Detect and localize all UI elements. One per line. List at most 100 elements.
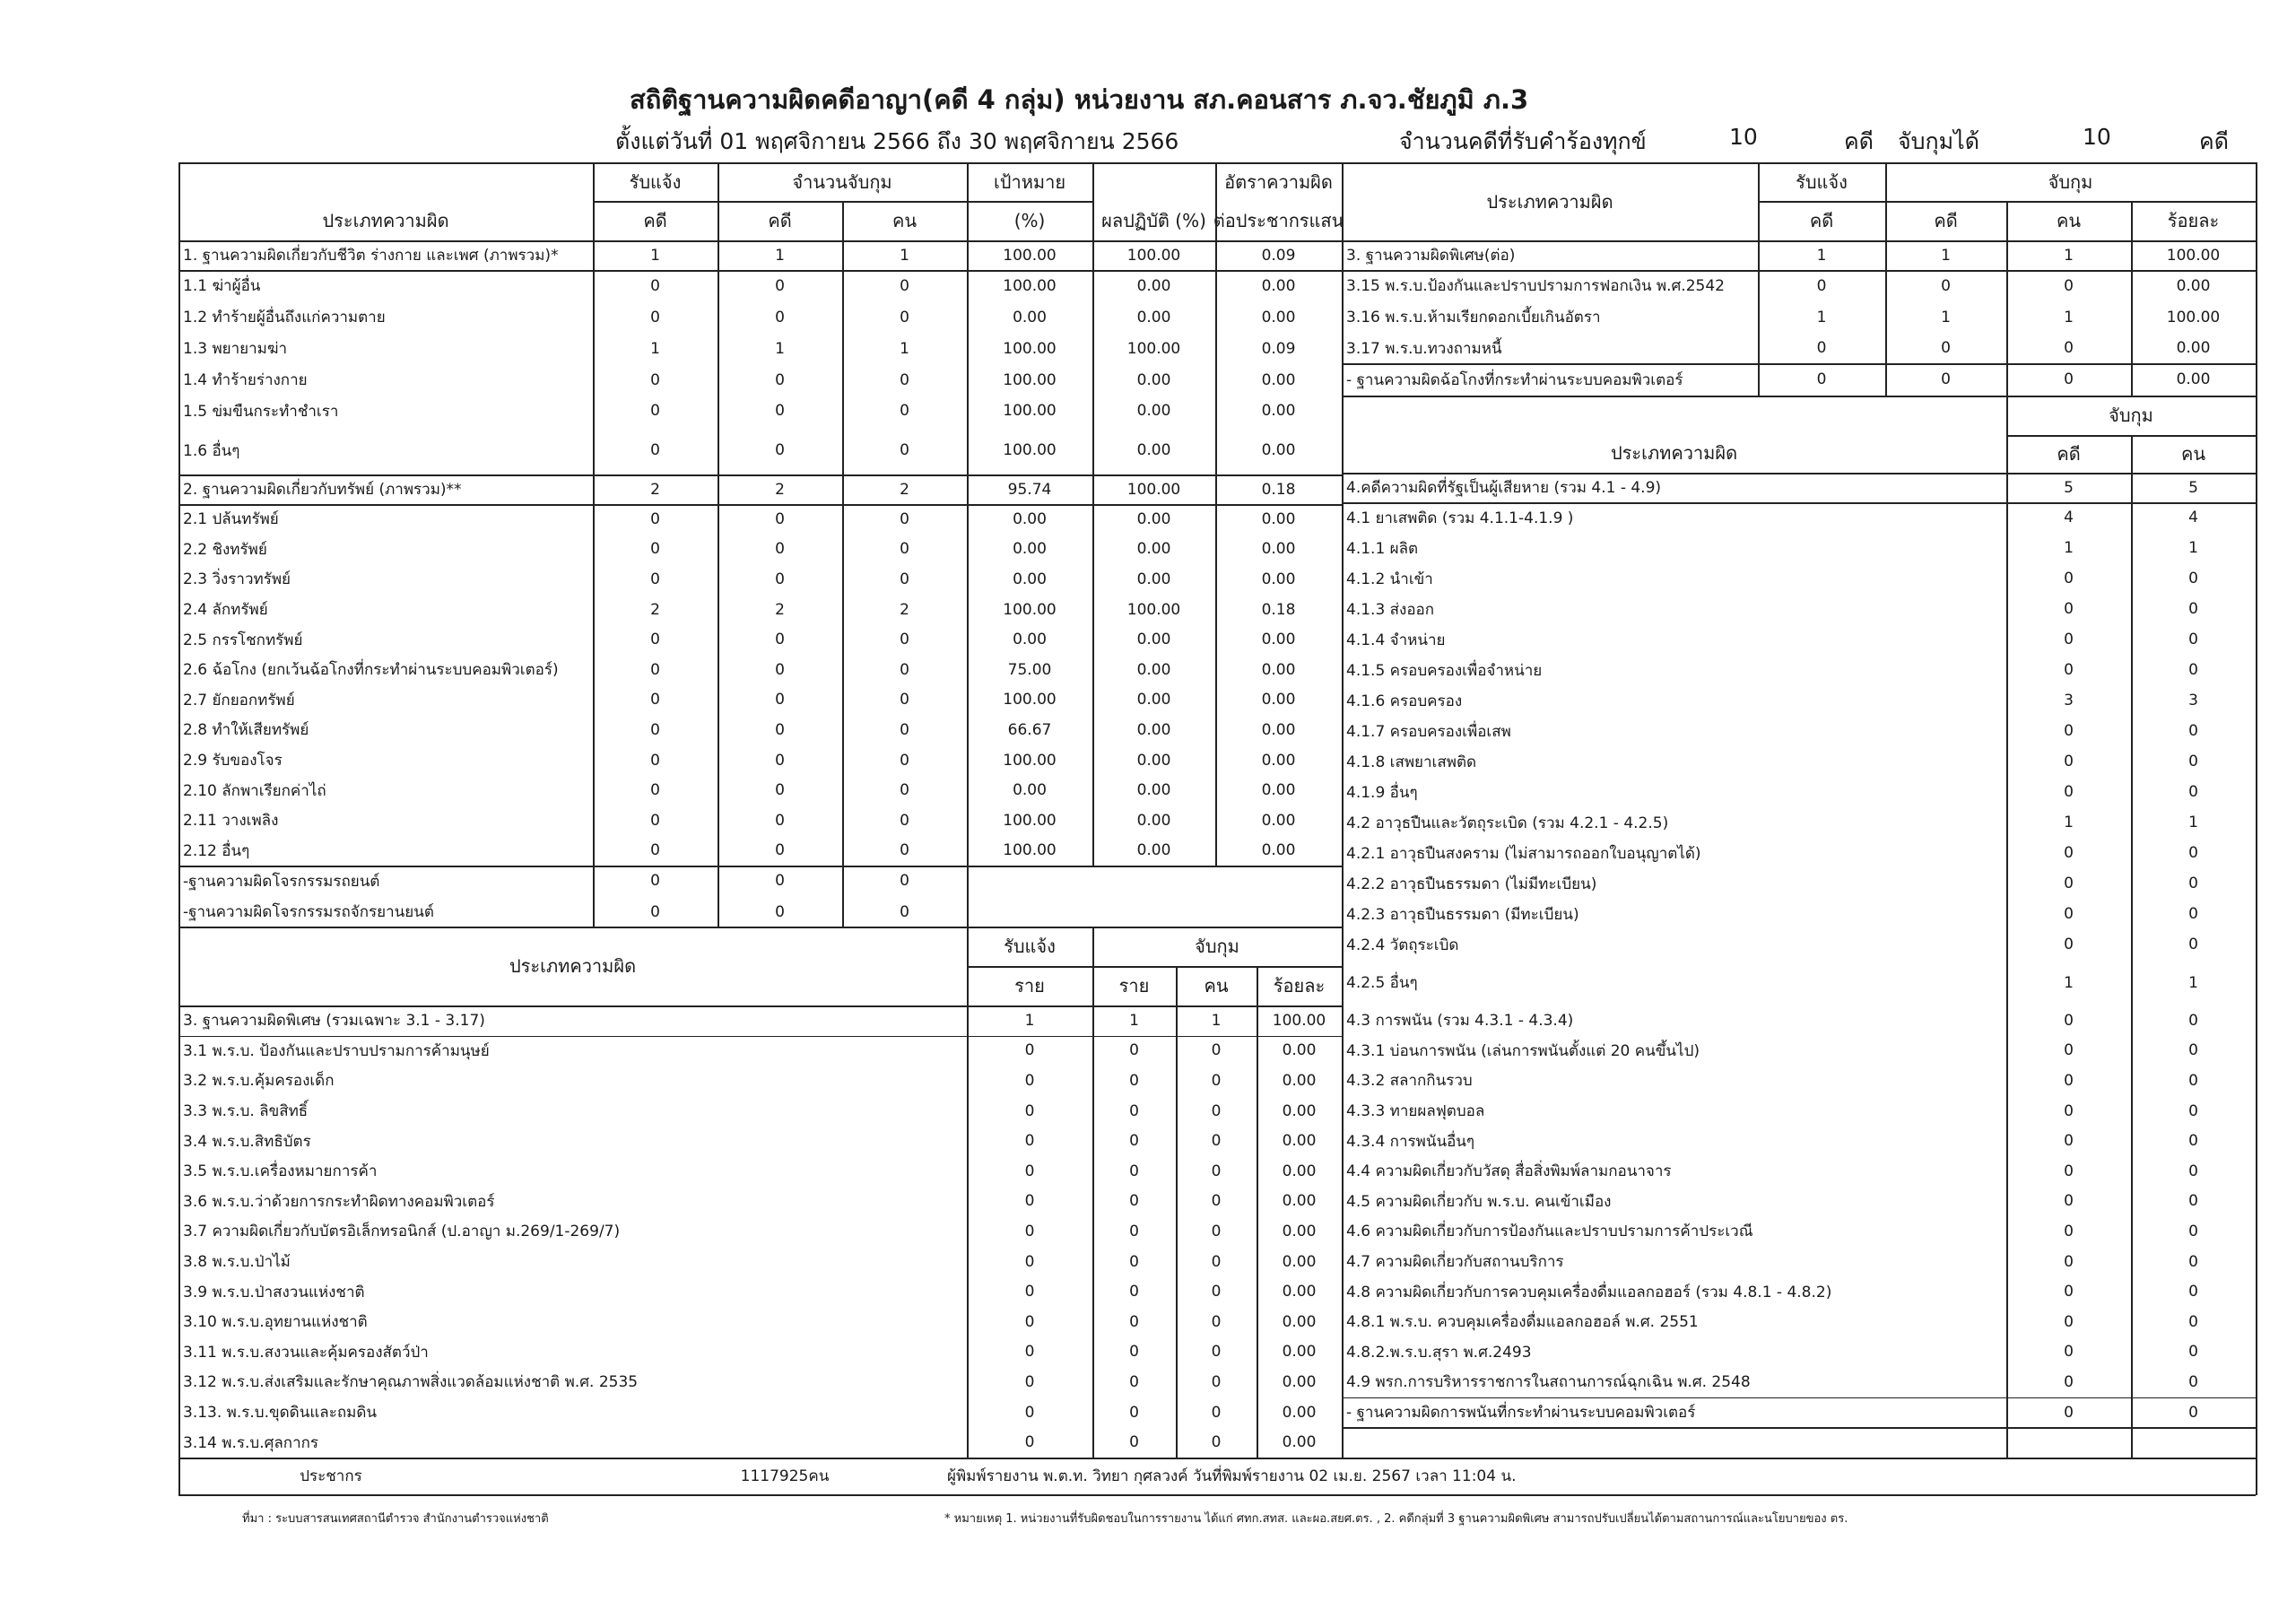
- offense-type-cell: -ฐานความผิดโจรกรรมรถจักรยานยนต์: [183, 903, 434, 922]
- grid-line: [593, 835, 595, 867]
- table-cell: 0: [2064, 1252, 2074, 1271]
- grid-line: [1885, 240, 1887, 271]
- table-cell: 0.00: [1136, 441, 1171, 459]
- table-cell: 0: [2188, 1312, 2198, 1331]
- table-cell: 0: [2064, 905, 2074, 923]
- table-cell: 0: [2188, 783, 2198, 801]
- grid-line: [718, 835, 719, 867]
- grid-line: [1215, 684, 1217, 717]
- table-cell: 0: [1211, 1101, 1222, 1120]
- grid-line: [1215, 364, 1217, 396]
- grid-line: [1092, 805, 1094, 837]
- offense-type-cell: 3.5 พ.ร.บ.เครื่องหมายการค้า: [183, 1162, 378, 1181]
- table-cell: 0: [2188, 1041, 2198, 1060]
- table-cell: 0: [1129, 1222, 1139, 1240]
- table-cell: 0.00: [1136, 660, 1171, 679]
- grid-line: [1215, 396, 1217, 427]
- grid-line: [718, 333, 719, 365]
- grid-line: [718, 364, 719, 396]
- table-cell: 0: [1024, 1403, 1035, 1422]
- offense-type-cell: 4.1.9 อื่นๆ: [1346, 783, 1418, 802]
- grid-line: [2131, 363, 2133, 396]
- grid-line: [1758, 270, 1760, 302]
- table-cell: 0.00: [1261, 691, 1296, 709]
- grid-line: [2006, 396, 2008, 473]
- grid-line: [2131, 655, 2133, 686]
- grid-line: [842, 396, 844, 427]
- table-cell: 0: [2064, 936, 2074, 953]
- grid-line: [178, 426, 180, 475]
- table-cell: 0: [1024, 1252, 1035, 1271]
- grid-line: [178, 1494, 2256, 1496]
- table-cell: 0: [1024, 1343, 1035, 1362]
- grid-line: [967, 1095, 969, 1127]
- offense-type-cell: 3.17 พ.ร.บ.ทวงถามหนี้: [1346, 339, 1502, 358]
- offense-type-cell: 3.15 พ.ร.บ.ป้องกันและปราบปรามการฟอกเงิน …: [1346, 277, 1725, 295]
- grid-line: [1176, 1005, 1178, 1037]
- grid-line: [1092, 1367, 1094, 1398]
- table-cell: 0: [775, 570, 785, 588]
- offense-type-cell: 4.7 ความผิดเกี่ยวกับสถานบริการ: [1346, 1253, 1564, 1272]
- table-cell: 0.00: [1136, 308, 1171, 326]
- grid-line: [2256, 533, 2257, 564]
- complaints-unit: คดี: [1844, 128, 1874, 154]
- table-cell: 0.00: [1282, 1162, 1317, 1180]
- grid-line: [2131, 838, 2133, 869]
- offense-type-cell: 2.7 ยักยอกทรัพย์: [183, 691, 295, 709]
- grid-line: [842, 805, 844, 837]
- table-cell: 0.00: [1261, 570, 1296, 588]
- table-cell: 0: [2064, 1101, 2074, 1120]
- grid-line: [1215, 426, 1217, 475]
- grid-line: [178, 301, 180, 334]
- grid-line: [2131, 502, 2133, 534]
- grid-line: [2006, 624, 2008, 656]
- grid-line: [1342, 929, 1344, 961]
- table-cell: 0.00: [1136, 751, 1171, 770]
- table-cell: 0: [1129, 1372, 1139, 1391]
- grid-line: [967, 1066, 969, 1097]
- table-cell: 0.18: [1261, 480, 1296, 499]
- table-cell: 0: [650, 540, 660, 559]
- table-cell: 0.00: [1136, 402, 1171, 420]
- table-cell: 1: [1816, 246, 1827, 265]
- grid-line: [842, 624, 844, 656]
- table-cell: 1: [650, 339, 660, 358]
- grid-line: [1342, 333, 1344, 364]
- table-cell: 0: [1129, 1433, 1139, 1452]
- table-cell: 0: [2188, 600, 2198, 618]
- grid-line: [967, 1156, 969, 1188]
- grid-line: [2256, 1367, 2257, 1398]
- grid-line: [1342, 301, 1344, 334]
- grid-line: [1257, 1126, 1258, 1157]
- grid-line: [2256, 716, 2257, 747]
- table-cell: 1: [2064, 973, 2074, 992]
- header-reported: รับแจ้ง: [1004, 936, 1056, 957]
- table-cell: 1: [650, 246, 660, 265]
- table-cell: 0: [650, 691, 660, 709]
- grid-line: [1342, 533, 1344, 564]
- table-cell: 0: [1211, 1192, 1222, 1211]
- grid-line: [2256, 502, 2257, 534]
- grid-line: [178, 162, 180, 240]
- grid-line: [967, 835, 969, 867]
- grid-line: [2256, 1336, 2257, 1369]
- grid-line: [1342, 1397, 2256, 1399]
- table-cell: 0.00: [1282, 1372, 1317, 1391]
- table-cell: 0.00: [1136, 631, 1171, 649]
- table-cell: 0: [1211, 1041, 1222, 1060]
- offense-type-cell: 2.4 ลักทรัพย์: [183, 601, 268, 620]
- table-cell: 1: [2064, 308, 2074, 326]
- grid-line: [1092, 1216, 1094, 1248]
- grid-line: [2256, 240, 2257, 271]
- grid-line: [2131, 1066, 2133, 1097]
- grid-line: [1092, 1005, 1094, 1037]
- offense-type-cell: 1.5 ข่มขืนกระทำชำเรา: [183, 402, 339, 421]
- table-cell: 0: [2064, 600, 2074, 618]
- table-cell: 0: [2064, 339, 2074, 357]
- offense-type-cell: 2. ฐานความผิดเกี่ยวกับทรัพย์ (ภาพรวม)**: [183, 481, 462, 499]
- grid-line: [2131, 1276, 2133, 1308]
- table-cell: 0: [1211, 1343, 1222, 1362]
- grid-line: [967, 534, 969, 566]
- table-cell: 0.00: [1282, 1071, 1317, 1090]
- grid-line: [967, 744, 969, 777]
